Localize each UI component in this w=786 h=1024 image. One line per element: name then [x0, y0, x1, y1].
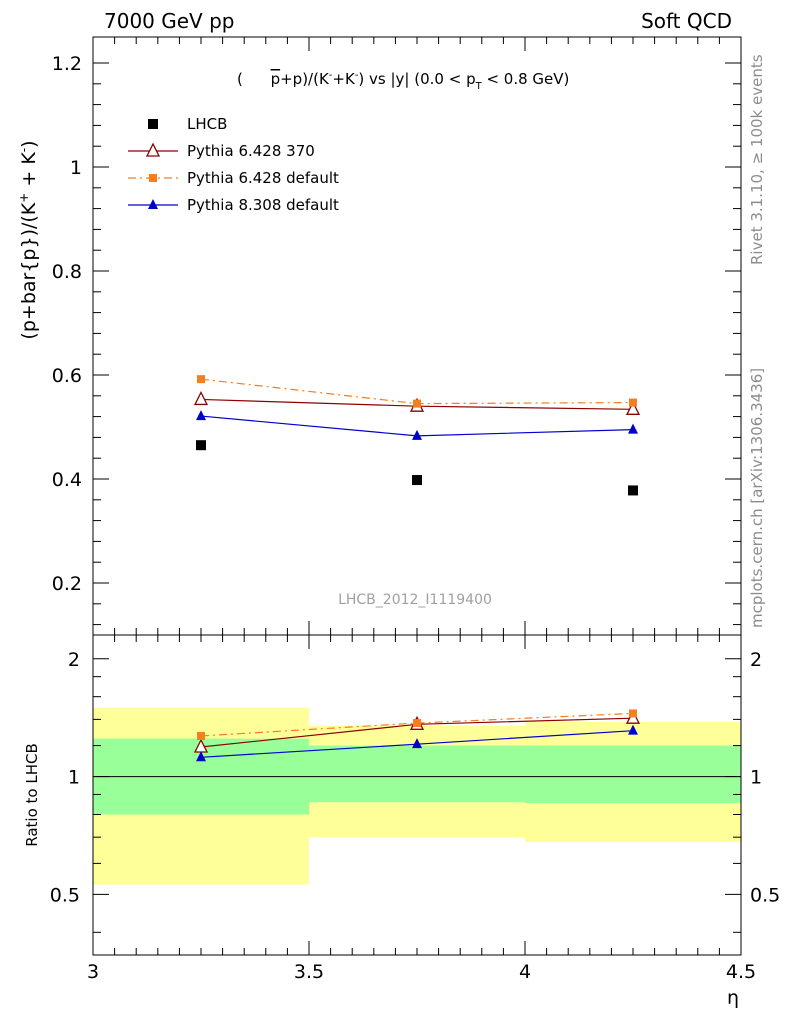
- main-series-3-point: [628, 423, 638, 434]
- main-series-2-point: [197, 375, 205, 384]
- ratio-y-tick-label: 0.5: [50, 884, 80, 906]
- legend: LHCB Pythia 6.428 370 Pythia 6.428 default…: [128, 115, 339, 214]
- header-right: Soft QCD: [641, 9, 732, 33]
- main-series-2-point: [413, 399, 421, 408]
- ratio-y-tick-label-right: 0.5: [750, 884, 780, 906]
- main-series-0-point: [628, 485, 638, 496]
- legend-marker-0: [148, 119, 158, 129]
- x-tick-label: 4.5: [726, 961, 756, 983]
- ratio-series-1-point: [629, 709, 637, 718]
- ratio-y-tick-label-right: 1: [750, 767, 762, 789]
- main-y-tick-label: 0.4: [52, 469, 82, 491]
- main-title: p+p)/(K-+K-) vs |y| (0.0 < pT < 0.8 GeV): [271, 70, 570, 92]
- legend-label-3: Pythia 8.308 default: [187, 196, 339, 214]
- main-y-tick-label: 0.2: [52, 573, 82, 595]
- main-series-3-point: [412, 429, 422, 440]
- ratio-band-inner-1: [309, 745, 525, 803]
- main-series-1-point: [625, 400, 641, 415]
- legend-label-0: LHCB: [187, 115, 227, 133]
- x-axis-title: η: [727, 987, 739, 1009]
- ratio-series-2-point: [412, 738, 422, 749]
- legend-marker-1: [145, 142, 161, 157]
- ratio-series-1-point: [413, 719, 421, 728]
- legend-label-2: Pythia 6.428 default: [187, 169, 339, 187]
- x-tick-label: 3.5: [294, 961, 324, 983]
- header-left: 7000 GeV pp: [104, 9, 235, 33]
- main-series-0-point: [412, 475, 422, 486]
- main-series-3-point: [196, 410, 206, 421]
- series: [193, 375, 641, 762]
- main-y-tick-label: 1: [70, 157, 82, 179]
- main-series-0-point: [196, 440, 206, 451]
- ratio-series-1-point: [197, 731, 205, 740]
- rivet-version-text: Rivet 3.1.10, ≥ 100k events: [748, 54, 766, 265]
- main-y-tick-label: 1.2: [52, 53, 82, 75]
- ratio-y-tick-label: 2: [68, 649, 80, 671]
- ratio-band-inner-2: [525, 745, 741, 804]
- ratio-y-tick-label-right: 2: [750, 649, 762, 671]
- axes: 3 3.5 4 4.5 0.2 0.4 0.6 0.8 1 1.2 0.5 0.5 1 1 2 2: [50, 36, 780, 983]
- analysis-watermark: LHCB_2012_I1119400: [338, 592, 492, 608]
- main-title-open-paren: (: [237, 70, 243, 88]
- ratio-y-axis-title: Ratio to LHCB: [23, 743, 41, 847]
- ratio-bands: [93, 707, 741, 885]
- main-y-axis-title: (p+bar{p})/(K+ + K-): [17, 140, 40, 339]
- legend-marker-3: [148, 199, 158, 209]
- ratio-y-tick-label: 1: [68, 767, 80, 789]
- x-tick-label: 4: [519, 961, 531, 983]
- main-series-1-point: [193, 390, 209, 406]
- mcplots-credit-text: mcplots.cern.ch [arXiv:1306.3436]: [748, 368, 766, 628]
- main-series-2-point: [629, 398, 637, 407]
- x-tick-label: 3: [87, 961, 99, 983]
- legend-marker-2: [149, 174, 157, 182]
- legend-label-1: Pythia 6.428 370: [187, 142, 315, 160]
- main-y-tick-label: 0.6: [52, 365, 82, 387]
- ratio-series-2-point: [196, 751, 206, 762]
- ratio-series-2-point: [628, 724, 638, 735]
- main-y-tick-label: 0.8: [52, 261, 82, 283]
